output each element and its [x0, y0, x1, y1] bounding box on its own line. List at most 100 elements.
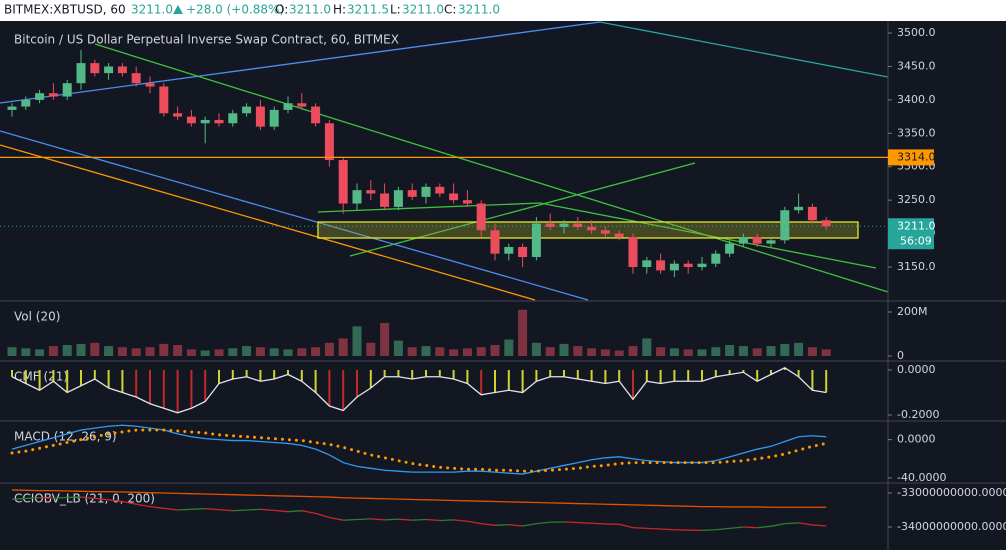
header-bar [0, 0, 1006, 21]
indicator-segment [218, 509, 233, 512]
indicator-segment [11, 497, 26, 500]
indicator-segment [177, 508, 192, 511]
last-price-tag [888, 218, 934, 250]
volume-bar [35, 349, 45, 356]
candle-body [352, 190, 362, 204]
candle-body [200, 119, 210, 124]
low-value: 3211.0 [402, 3, 444, 17]
volume-bar [725, 344, 735, 356]
candle-body [573, 223, 583, 227]
indicator-segment [315, 512, 330, 519]
volume-bar [200, 350, 210, 356]
trend-line [0, 144, 536, 301]
candle-body [807, 206, 817, 221]
change: +28.0 (+0.88%) [186, 3, 284, 17]
trend-line [94, 43, 889, 293]
volume-bar [90, 342, 100, 356]
volume-bar [587, 348, 597, 356]
volume-bar [324, 342, 334, 356]
indicator-segment [798, 522, 813, 526]
volume-bar [145, 347, 155, 356]
indicator-segment [632, 527, 647, 530]
indicator-segment [25, 497, 40, 500]
candle-body [504, 246, 514, 254]
pane-title: MACD (12, 26, 9) [14, 430, 117, 444]
volume-bar [738, 346, 748, 356]
indicator-segment [425, 518, 440, 522]
volume-bar [449, 349, 459, 356]
candle-body [324, 123, 334, 161]
candle-body [421, 186, 431, 197]
volume-bar [766, 346, 776, 356]
candle-body [48, 93, 58, 97]
indicator-segment [370, 518, 385, 521]
candle-body [104, 66, 114, 74]
countdown: 56:09 [900, 234, 932, 247]
volume-bar [214, 349, 224, 356]
candle-body [117, 66, 127, 74]
volume-bar [600, 349, 610, 356]
y-tick-label: 200M [897, 305, 928, 318]
volume-bar [821, 349, 831, 356]
indicator-segment [149, 505, 164, 509]
volume-bar [352, 326, 362, 356]
indicator-segment [494, 523, 509, 526]
y-tick-label: -34000000000.0000 [897, 520, 1006, 533]
candle-body [366, 190, 376, 194]
volume-bar [62, 344, 72, 356]
last-price: 3211.0 [131, 3, 173, 17]
candle-body [283, 103, 293, 110]
indicator-segment [743, 526, 758, 529]
y-tick-label: 3450.0 [897, 59, 936, 72]
candle-body [669, 263, 679, 271]
candle-body [697, 263, 707, 268]
volume-bar [656, 347, 666, 356]
volume-bar [752, 348, 762, 356]
high-label: H: [333, 3, 346, 17]
volume-bar [697, 349, 707, 356]
volume-bar [393, 340, 403, 356]
indicator-segment [770, 522, 785, 527]
volume-bar [380, 323, 390, 356]
pane-title: Bitcoin / US Dollar Perpetual Inverse Sw… [14, 33, 399, 47]
candle-body [131, 73, 141, 84]
y-tick-label: 3150.0 [897, 260, 936, 273]
trend-line [0, 21, 601, 104]
low-label: L: [390, 3, 401, 17]
trend-line [317, 202, 541, 213]
volume-bar [614, 350, 624, 356]
candle-body [186, 116, 196, 124]
y-tick-label: -0.2000 [897, 408, 939, 421]
y-tick-label: 3500.0 [897, 26, 936, 39]
volume-bar [642, 338, 652, 356]
indicator-segment [246, 508, 261, 511]
candle-body [21, 99, 31, 107]
indicator-segment [660, 528, 675, 531]
candle-body [614, 233, 624, 237]
volume-bar [421, 346, 431, 356]
candle-body [214, 119, 224, 124]
volume-bar [794, 342, 804, 356]
volume-bar [7, 347, 17, 356]
volume-bar [104, 346, 114, 356]
volume-bar [780, 343, 790, 356]
candle-body [683, 263, 693, 268]
indicator-segment [356, 518, 371, 521]
candle-body [545, 223, 555, 227]
volume-bar [48, 346, 58, 356]
candle-body [821, 220, 831, 227]
candle-body [752, 236, 762, 244]
indicator-segment [619, 523, 634, 529]
candle-body [380, 193, 390, 207]
indicator-segment [784, 522, 799, 525]
y-tick-label: 0 [897, 349, 904, 362]
trend-line [0, 130, 589, 301]
volume-bar [159, 343, 169, 356]
y-tick-label: -33000000000.0000 [897, 486, 1006, 499]
indicator-segment [260, 508, 275, 511]
candle-body [725, 243, 735, 254]
volume-bar [683, 349, 693, 356]
candle-body [656, 260, 666, 271]
candle-body [462, 200, 472, 204]
volume-bar [407, 347, 417, 356]
